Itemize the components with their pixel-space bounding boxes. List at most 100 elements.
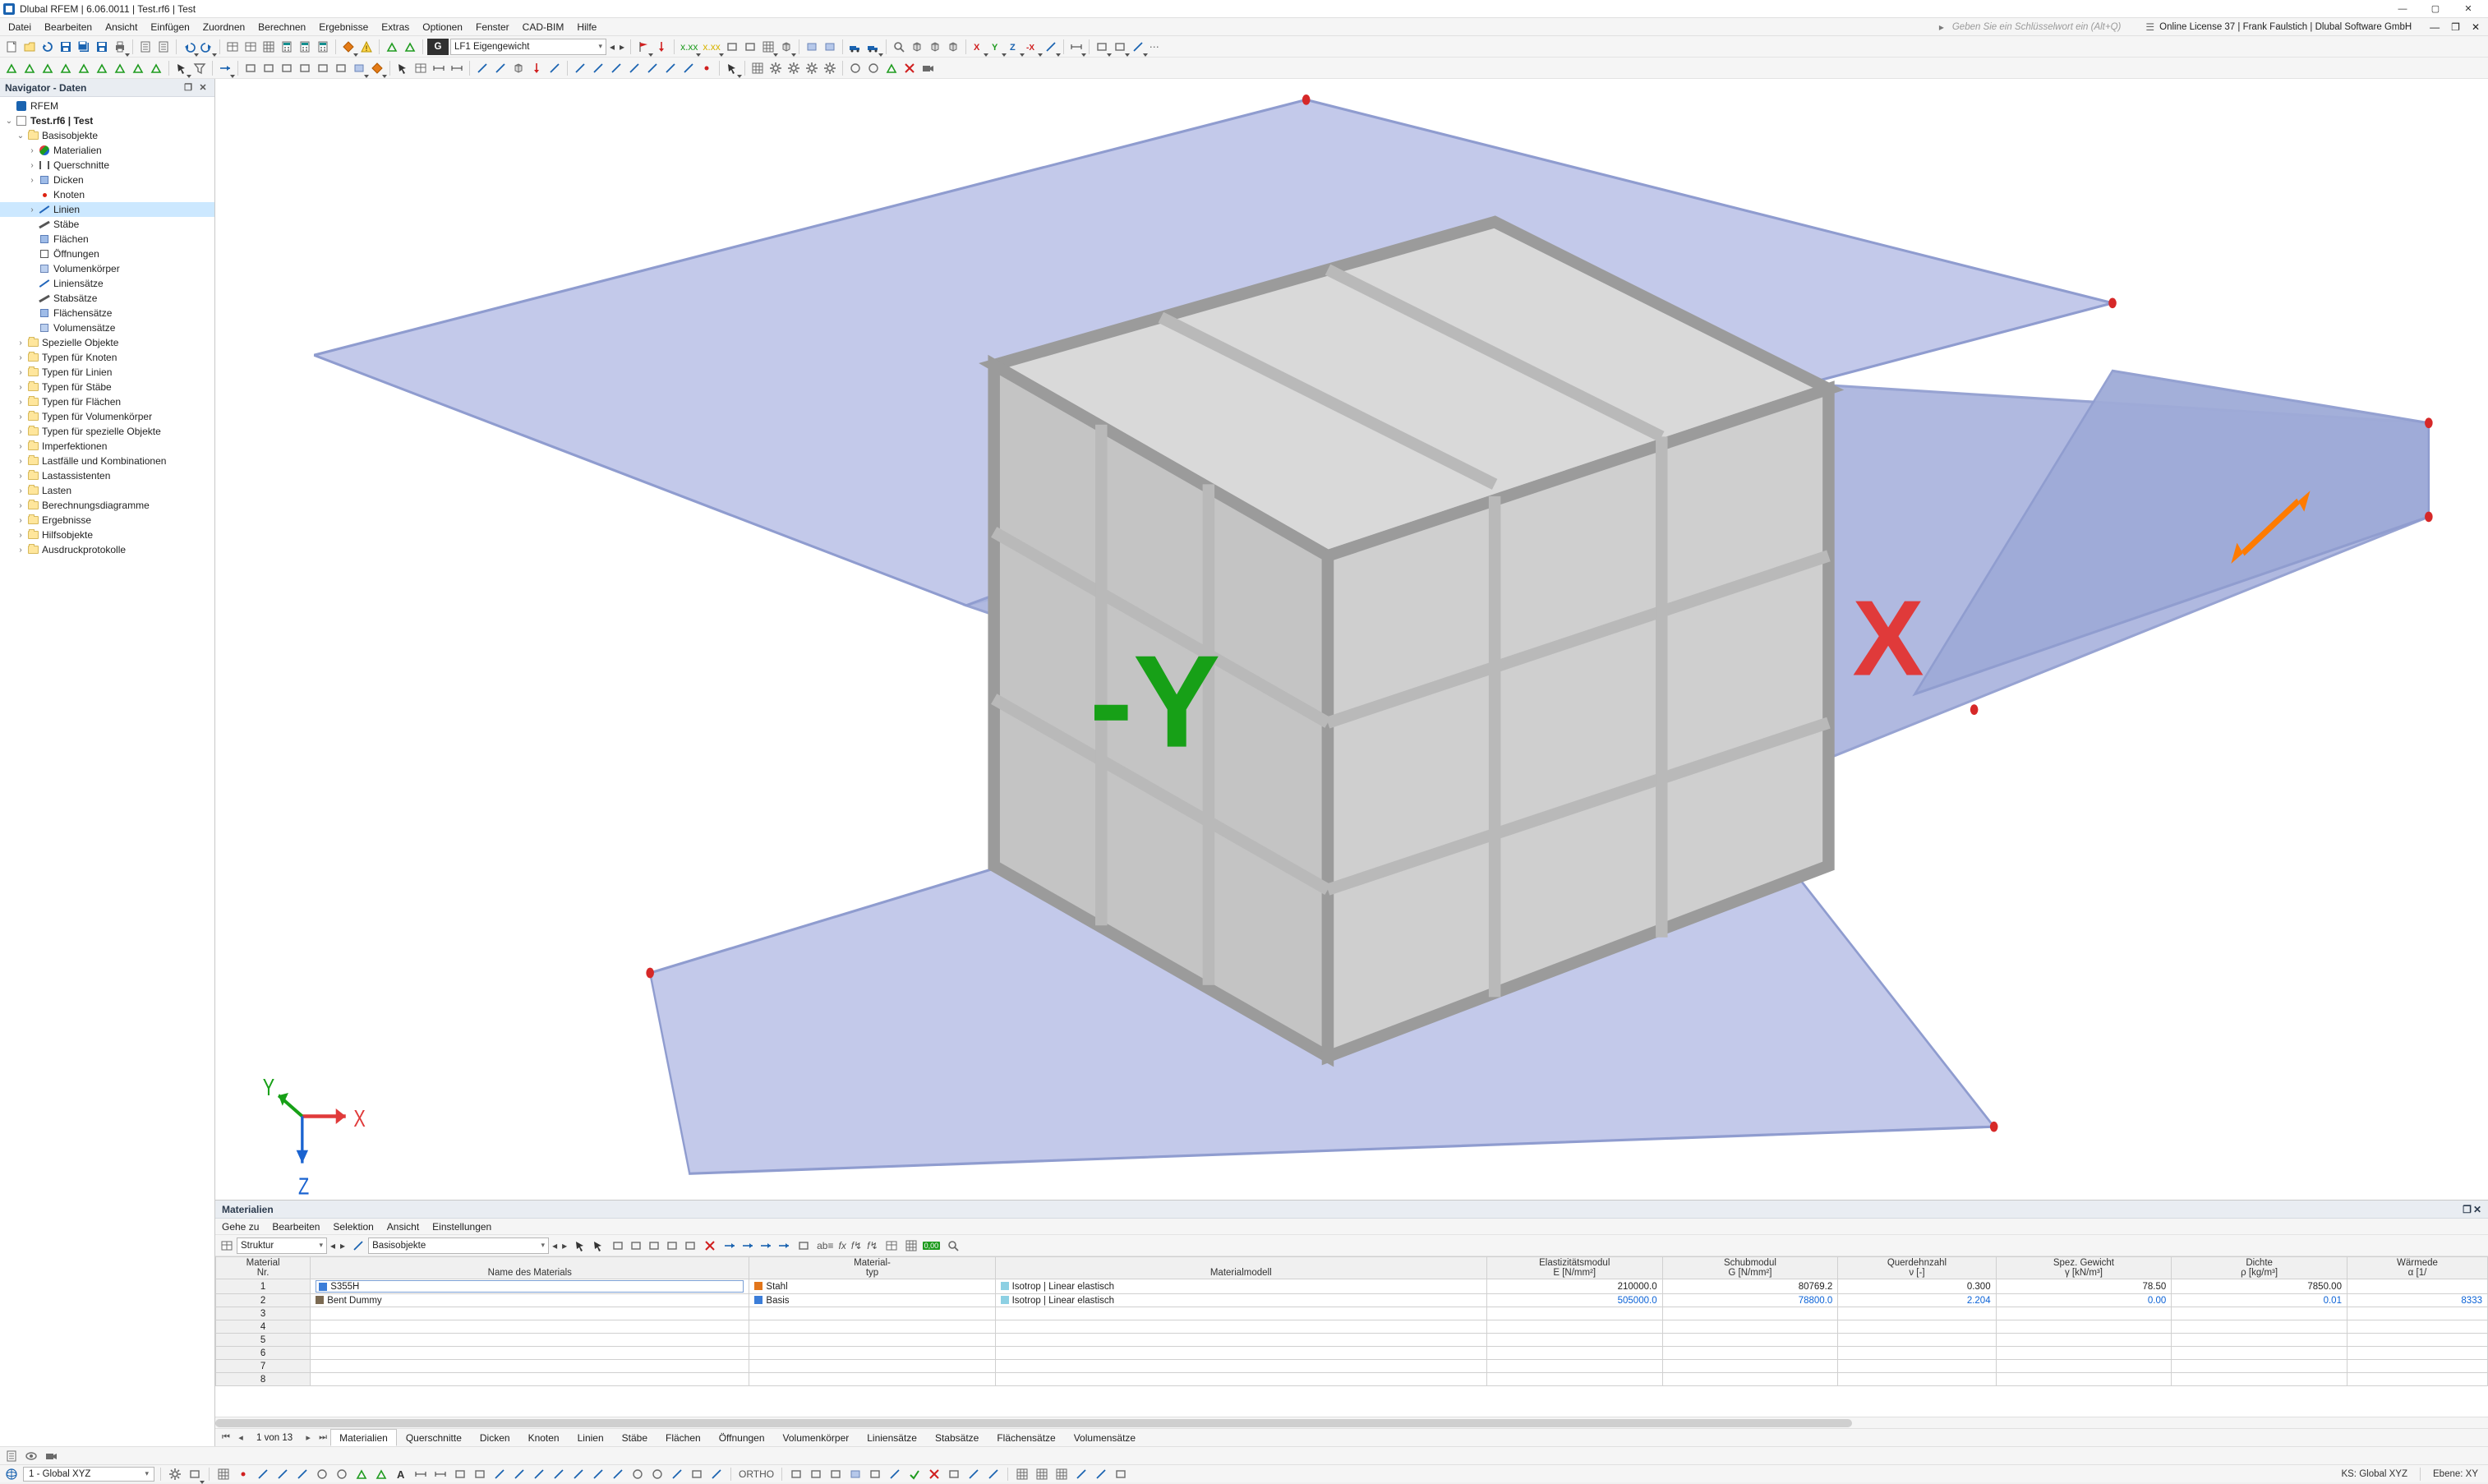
menu-ansicht[interactable]: Ansicht: [99, 18, 144, 35]
menu-einfügen[interactable]: Einfügen: [144, 18, 196, 35]
sb2-snap15[interactable]: [511, 1466, 528, 1482]
tb-undo[interactable]: [181, 39, 197, 55]
tp-r0[interactable]: [610, 1237, 626, 1254]
sb2-snap20[interactable]: [610, 1466, 626, 1482]
tp-tab-querschnitte[interactable]: Querschnitte: [397, 1429, 471, 1446]
tp-menu-einstellungen[interactable]: Einstellungen: [426, 1219, 498, 1234]
sb2-snap17[interactable]: [551, 1466, 567, 1482]
tree-row-ausdruckprotokolle[interactable]: › Ausdruckprotokolle: [0, 542, 214, 557]
toc-icon[interactable]: ☰: [2145, 21, 2154, 33]
tree-row-dicken[interactable]: › Dicken: [0, 173, 214, 187]
tb2-g5[interactable]: [822, 60, 838, 76]
tree-row-ergebnisse[interactable]: › Ergebnisse: [0, 513, 214, 528]
tree-row-st-be[interactable]: Stäbe: [0, 217, 214, 232]
tb-lc-next[interactable]: ▸: [618, 39, 626, 55]
tb2-obj5[interactable]: [333, 60, 349, 76]
sb2-ex5[interactable]: [887, 1466, 903, 1482]
tp-fx3[interactable]: f↯: [865, 1237, 879, 1254]
tb2-sup1[interactable]: [21, 60, 38, 76]
tree-row-volumens-tze[interactable]: Volumensätze: [0, 320, 214, 335]
tb2-obj0[interactable]: [242, 60, 259, 76]
sb2-snap8[interactable]: [373, 1466, 389, 1482]
tree-row-typen-f-r-fl-chen[interactable]: › Typen für Flächen: [0, 394, 214, 409]
tree-expander[interactable]: ›: [26, 176, 38, 185]
mdi-restore-button[interactable]: ❐: [2448, 21, 2463, 33]
sb2-snap14[interactable]: [491, 1466, 508, 1482]
tb-print[interactable]: [112, 39, 128, 55]
tree-expander[interactable]: ›: [15, 516, 26, 525]
tb-grid[interactable]: [260, 39, 277, 55]
tb-report2[interactable]: [155, 39, 172, 55]
tp-ar2[interactable]: [739, 1237, 756, 1254]
tree-expander[interactable]: ›: [15, 398, 26, 407]
sb2-g5[interactable]: [1113, 1466, 1129, 1482]
tb2-sup8[interactable]: [148, 60, 164, 76]
tb-zoom-fit[interactable]: [891, 39, 907, 55]
sb2-ex7[interactable]: [926, 1466, 942, 1482]
tree-row--ffnungen[interactable]: Öffnungen: [0, 247, 214, 261]
table-row[interactable]: 6: [216, 1347, 2488, 1360]
sb2-snap23[interactable]: [669, 1466, 685, 1482]
tp-tab-stäbe[interactable]: Stäbe: [613, 1429, 657, 1446]
tree-row-rfem[interactable]: RFEM: [0, 99, 214, 113]
tb2-move[interactable]: [217, 60, 233, 76]
tp-nav-next[interactable]: ▸: [339, 1237, 347, 1254]
tp-tab-öffnungen[interactable]: Öffnungen: [710, 1429, 774, 1446]
tb2-ll5[interactable]: [662, 60, 679, 76]
tree-row-lastassistenten[interactable]: › Lastassistenten: [0, 468, 214, 483]
tb2-mir[interactable]: [883, 60, 900, 76]
menu-hilfe[interactable]: Hilfe: [570, 18, 603, 35]
sb2-ex9[interactable]: [965, 1466, 982, 1482]
tp-find[interactable]: [945, 1237, 961, 1254]
sb2-snap0[interactable]: [215, 1466, 232, 1482]
sb2-snap4[interactable]: [294, 1466, 311, 1482]
tp-box[interactable]: [795, 1237, 812, 1254]
tp-menu-bearbeiten[interactable]: Bearbeiten: [265, 1219, 326, 1234]
tb2-snap[interactable]: [919, 60, 936, 76]
sb2-ex8[interactable]: [946, 1466, 962, 1482]
table-grid-wrap[interactable]: MaterialNr.Name des MaterialsMaterial-ty…: [215, 1256, 2488, 1417]
sb2-snap9[interactable]: A: [393, 1466, 409, 1482]
tb-render2[interactable]: [1112, 39, 1128, 55]
tree-expander[interactable]: ›: [15, 339, 26, 348]
tb-new[interactable]: [3, 39, 20, 55]
tb-r2[interactable]: [742, 39, 758, 55]
navigator-restore-button[interactable]: ❐: [182, 82, 195, 94]
table-row[interactable]: 4: [216, 1320, 2488, 1334]
tb-table1[interactable]: [224, 39, 241, 55]
tp-tab-first[interactable]: ⏮: [219, 1431, 233, 1445]
tb2-ll6[interactable]: [680, 60, 697, 76]
tb2-sup3[interactable]: [58, 60, 74, 76]
table-row[interactable]: 3: [216, 1307, 2488, 1320]
tb2-sup5[interactable]: [94, 60, 110, 76]
tb-stress[interactable]: [822, 39, 838, 55]
sb2-snap12[interactable]: [452, 1466, 468, 1482]
tp-tb-line[interactable]: [350, 1237, 366, 1254]
sb2-snap2[interactable]: [255, 1466, 271, 1482]
sb2-snap13[interactable]: [472, 1466, 488, 1482]
tb2-c2b[interactable]: [865, 60, 882, 76]
tb2-ll4[interactable]: [644, 60, 661, 76]
tp-tab-materialien[interactable]: Materialien: [330, 1429, 397, 1446]
tb2-objS[interactable]: [351, 60, 367, 76]
tree-expander[interactable]: ›: [15, 457, 26, 466]
tree-row-fl-chens-tze[interactable]: Flächensätze: [0, 306, 214, 320]
tb2-obj4[interactable]: [315, 60, 331, 76]
tb2-del[interactable]: [901, 60, 918, 76]
tb2-obj2[interactable]: [279, 60, 295, 76]
tp-r1[interactable]: [628, 1237, 644, 1254]
tb2-dim2[interactable]: [449, 60, 465, 76]
tb2-dim1[interactable]: [431, 60, 447, 76]
sb2-g3[interactable]: [1073, 1466, 1090, 1482]
tb2-l3[interactable]: [546, 60, 563, 76]
tp-menu-ansicht[interactable]: Ansicht: [380, 1219, 426, 1234]
sb1-doc[interactable]: [3, 1448, 20, 1464]
sb2-snap10[interactable]: [412, 1466, 429, 1482]
tp-tab-flächensätze[interactable]: Flächensätze: [988, 1429, 1064, 1446]
tb-perspective[interactable]: [1068, 39, 1085, 55]
tb-check[interactable]: !: [358, 39, 375, 55]
sb2-r[interactable]: [187, 1466, 203, 1482]
tp-sel1[interactable]: [572, 1237, 588, 1254]
tree-row-hilfsobjekte[interactable]: › Hilfsobjekte: [0, 528, 214, 542]
tb-deform[interactable]: x.xx: [679, 39, 699, 55]
